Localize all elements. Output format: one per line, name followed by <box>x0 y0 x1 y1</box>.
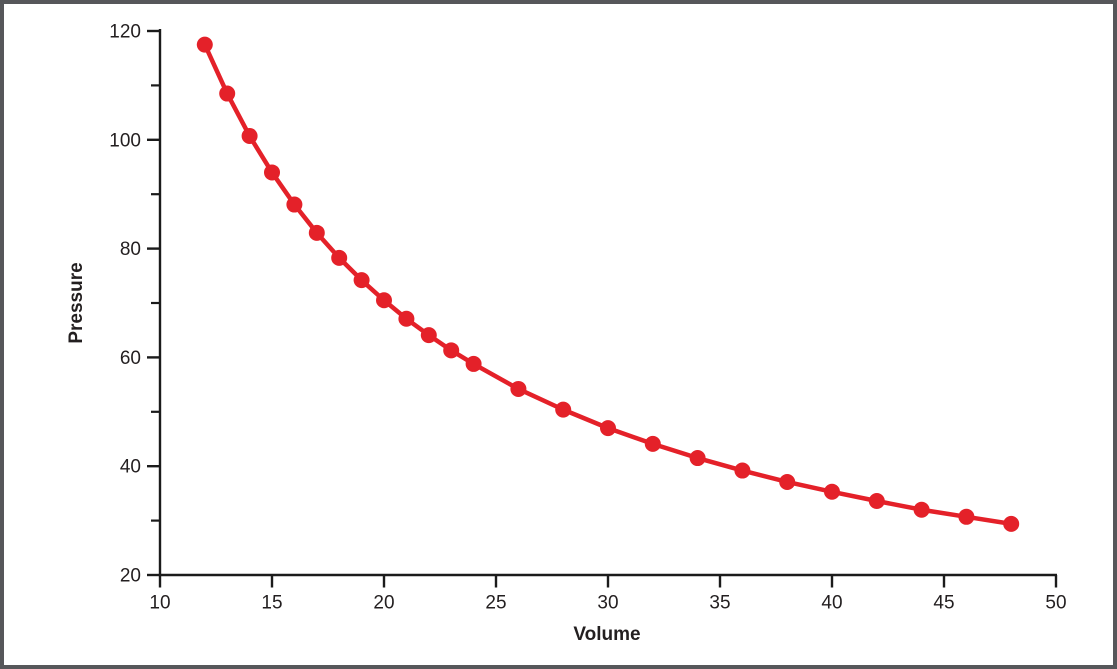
data-point <box>644 435 661 452</box>
x-ticks <box>158 575 1058 588</box>
data-point <box>376 292 392 309</box>
x-tick-label: 40 <box>821 593 842 614</box>
x-tick-label: 50 <box>1045 593 1066 614</box>
x-tick-label: 10 <box>149 593 170 614</box>
y-tick-labels: 20 40 60 80 100 120 <box>109 22 141 587</box>
data-point <box>779 473 796 490</box>
data-point <box>286 196 303 213</box>
data-point <box>734 462 751 479</box>
data-point <box>868 493 885 510</box>
y-tick-label: 120 <box>109 22 141 43</box>
y-ticks-major <box>147 29 160 577</box>
data-point <box>510 380 527 397</box>
y-tick-label: 80 <box>120 239 141 260</box>
y-tick-label: 60 <box>120 348 141 369</box>
y-tick-label: 20 <box>120 566 141 587</box>
data-point <box>958 508 975 525</box>
data-point <box>398 310 415 327</box>
x-tick-label: 25 <box>485 593 506 614</box>
data-point <box>264 164 280 181</box>
data-point <box>913 501 930 518</box>
data-point <box>241 127 258 144</box>
x-tick-labels: 10 15 20 25 30 35 40 45 50 <box>149 593 1066 614</box>
data-point <box>824 483 840 500</box>
data-point <box>600 420 616 437</box>
x-axis-title: Volume <box>573 624 640 645</box>
data-line <box>202 42 1014 527</box>
y-tick-label: 40 <box>120 457 141 478</box>
data-point <box>443 342 460 359</box>
data-point <box>1003 515 1020 532</box>
x-tick-label: 35 <box>709 593 730 614</box>
data-point <box>465 355 482 372</box>
data-point <box>555 401 572 418</box>
data-series <box>196 36 1020 532</box>
data-point <box>196 36 213 53</box>
x-tick-label: 20 <box>373 593 394 614</box>
y-axis-title: Pressure <box>66 262 87 343</box>
x-tick-label: 45 <box>933 593 954 614</box>
data-point <box>308 224 325 241</box>
data-point <box>353 272 370 289</box>
data-point <box>689 450 706 467</box>
data-point <box>420 327 437 344</box>
data-point <box>331 249 348 266</box>
y-ticks-minor <box>151 84 160 522</box>
x-tick-label: 30 <box>597 593 618 614</box>
data-point <box>219 85 236 102</box>
x-tick-label: 15 <box>261 593 282 614</box>
chart-canvas: 10 15 20 25 30 35 40 45 50 20 40 60 80 100 120 Volume… <box>66 22 1067 646</box>
y-tick-label: 100 <box>109 130 141 151</box>
